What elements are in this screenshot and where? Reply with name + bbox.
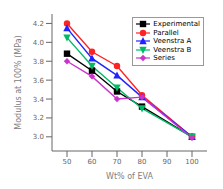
svg-text:60: 60 xyxy=(88,158,97,166)
svg-text:Modulus at 100% (MPa): Modulus at 100% (MPa) xyxy=(14,35,23,129)
html-text:Parallel: Parallel xyxy=(153,28,179,37)
svg-text:4.2: 4.2 xyxy=(33,20,44,28)
svg-text:Wt% of EVA: Wt% of EVA xyxy=(106,172,153,181)
svg-text:3.8: 3.8 xyxy=(33,58,44,66)
html-text:Series: Series xyxy=(153,54,175,62)
svg-text:3.6: 3.6 xyxy=(33,77,45,85)
html-text:Veenstra A: Veenstra A xyxy=(153,37,192,45)
svg-text:3.4: 3.4 xyxy=(33,96,45,104)
svg-text:50: 50 xyxy=(63,158,72,166)
svg-text:4.0: 4.0 xyxy=(33,39,44,47)
svg-text:3.2: 3.2 xyxy=(33,114,44,122)
svg-text:80: 80 xyxy=(138,158,147,166)
svg-text:3.0: 3.0 xyxy=(33,133,44,141)
svg-text:90: 90 xyxy=(163,158,172,166)
html-text:Veenstra B: Veenstra B xyxy=(153,45,192,54)
html-text:Experimental: Experimental xyxy=(153,20,200,28)
svg-text:100: 100 xyxy=(185,158,198,166)
svg-text:70: 70 xyxy=(113,158,122,166)
